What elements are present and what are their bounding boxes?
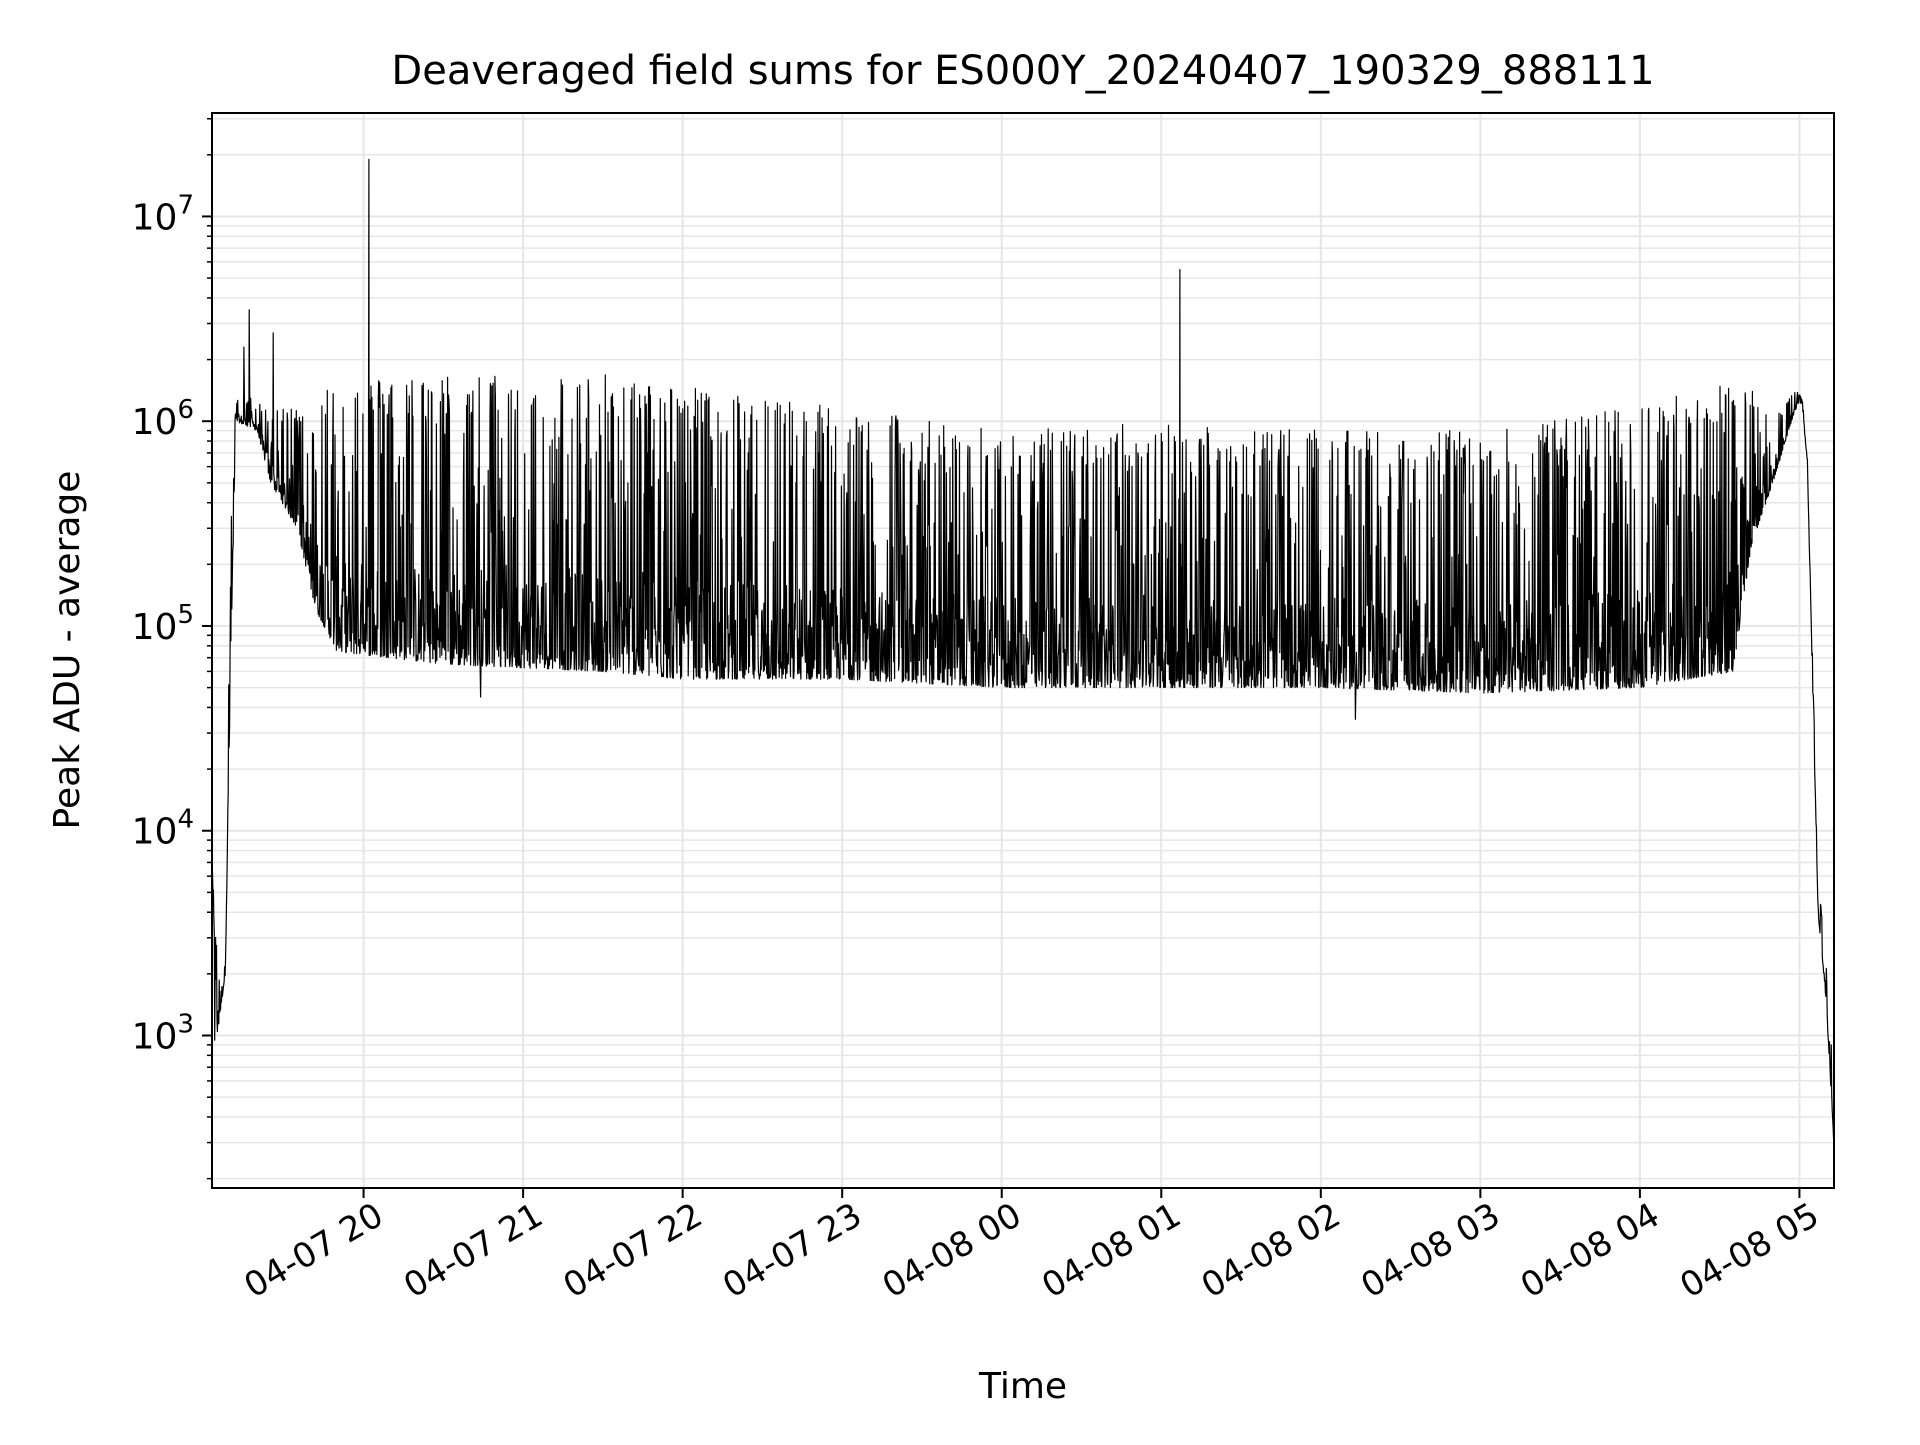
y-axis-label: Peak ADU - average: [47, 471, 88, 830]
y-ticks: 103 104 105 106 107: [132, 117, 212, 1180]
x-tick-label: 04-08 05: [1674, 1195, 1826, 1306]
x-tick-label: 04-08 02: [1195, 1195, 1347, 1306]
y-tick-label: 103: [132, 1010, 194, 1058]
x-ticks: 04-07 20 04-07 21 04-07 22 04-07 23 04-08 00…: [238, 1188, 1826, 1306]
x-tick-label: 04-08 04: [1514, 1195, 1666, 1306]
series-line: [211, 158, 1835, 1147]
y-tick-label: 104: [132, 805, 194, 853]
y-tick-label: 105: [132, 600, 194, 648]
x-tick-label: 04-07 20: [238, 1195, 390, 1306]
x-tick-label: 04-08 00: [876, 1195, 1028, 1306]
plot-frame: [211, 112, 1835, 1189]
x-tick-label: 04-07 22: [557, 1195, 709, 1306]
x-tick-label: 04-08 03: [1354, 1195, 1506, 1306]
y-tick-label: 107: [132, 190, 194, 238]
chart-title: Deaveraged field sums for ES000Y_2024040…: [391, 48, 1654, 94]
x-tick-label: 04-07 23: [716, 1195, 868, 1306]
y-tick-label: 106: [132, 395, 194, 443]
series-layer: [211, 158, 1835, 1147]
x-tick-label: 04-07 21: [397, 1195, 549, 1306]
x-tick-label: 04-08 01: [1035, 1195, 1187, 1306]
x-axis-label: Time: [978, 1366, 1067, 1407]
